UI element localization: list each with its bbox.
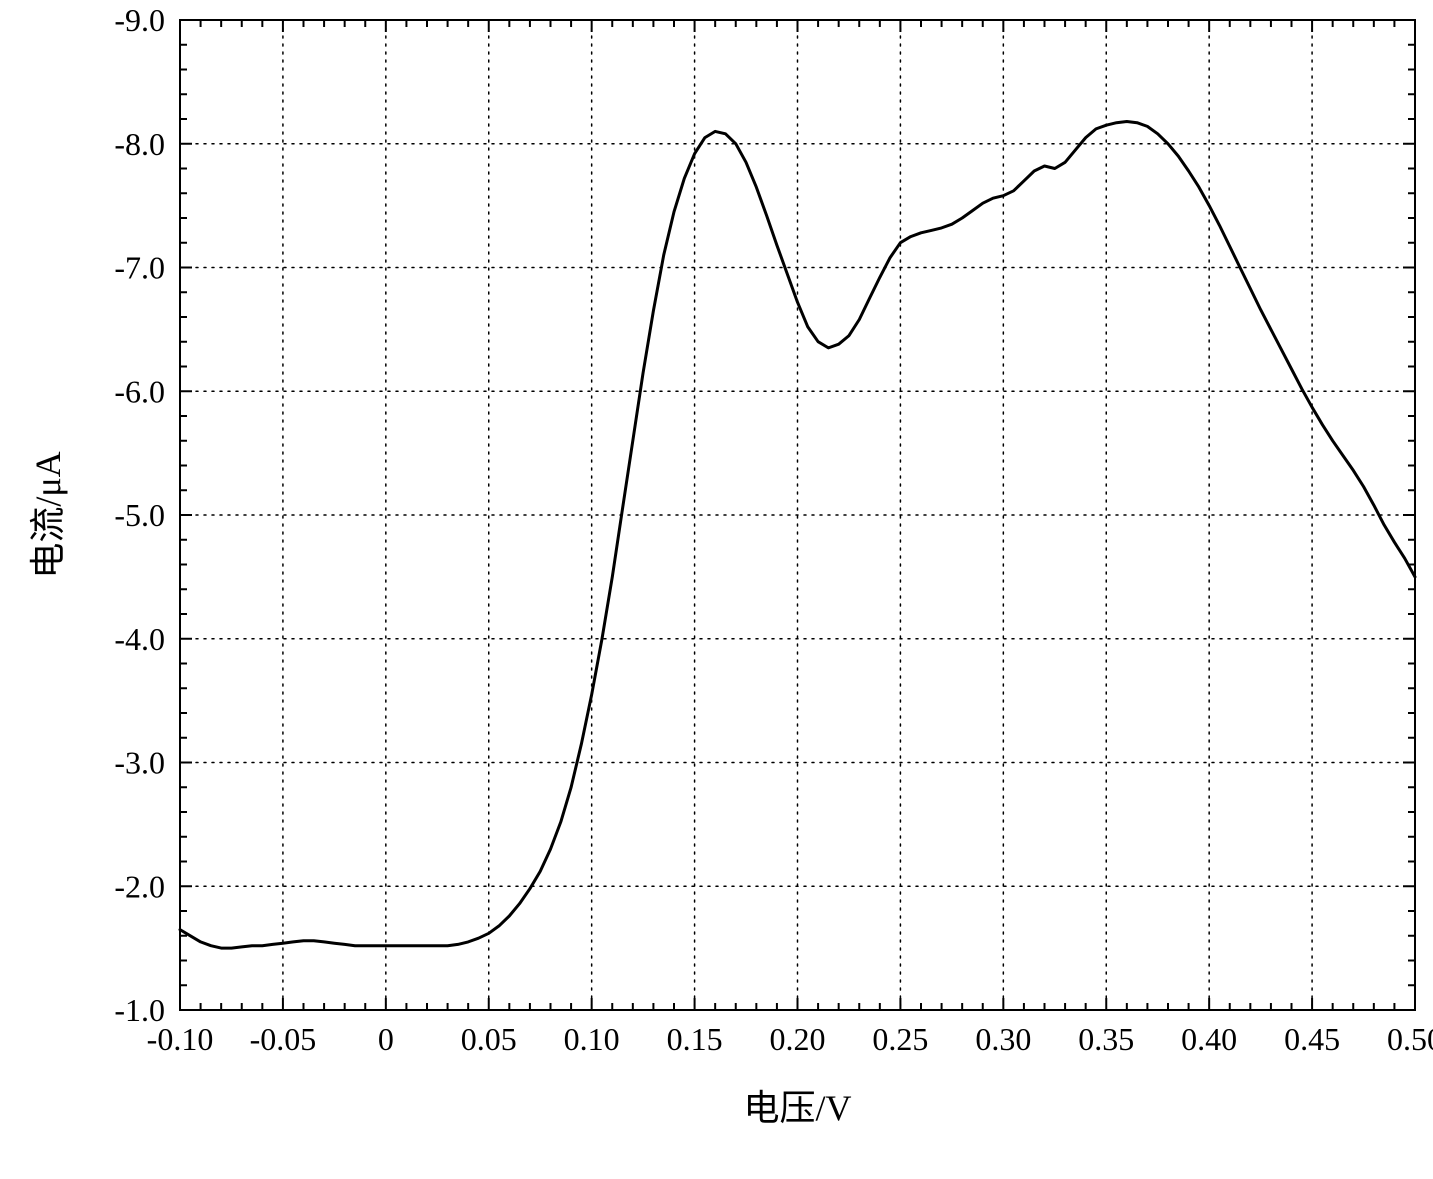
y-tick-label: -2.0 (114, 868, 165, 904)
chart-svg: -0.10-0.0500.050.100.150.200.250.300.350… (0, 0, 1433, 1179)
x-tick-label: 0.20 (770, 1021, 826, 1057)
y-tick-label: -8.0 (114, 126, 165, 162)
x-tick-label: 0.25 (872, 1021, 928, 1057)
x-tick-label: 0.45 (1284, 1021, 1340, 1057)
x-axis-title: 电压/V (743, 1088, 851, 1128)
x-tick-label: 0.35 (1078, 1021, 1134, 1057)
voltammogram-chart: -0.10-0.0500.050.100.150.200.250.300.350… (0, 0, 1433, 1179)
x-tick-label: -0.05 (250, 1021, 317, 1057)
y-tick-label: -5.0 (114, 497, 165, 533)
gridlines (180, 20, 1415, 1010)
y-tick-label: -9.0 (114, 2, 165, 38)
y-tick-label: -4.0 (114, 621, 165, 657)
y-tick-label: -7.0 (114, 250, 165, 286)
x-tick-label: 0.05 (461, 1021, 517, 1057)
tick-labels: -0.10-0.0500.050.100.150.200.250.300.350… (114, 2, 1433, 1057)
x-tick-label: 0.10 (564, 1021, 620, 1057)
y-axis-title: 电流/μA (28, 451, 68, 578)
y-tick-label: -3.0 (114, 745, 165, 781)
x-tick-label: 0.50 (1387, 1021, 1433, 1057)
x-tick-label: 0.40 (1181, 1021, 1237, 1057)
x-tick-label: 0.15 (667, 1021, 723, 1057)
x-tick-label: 0 (378, 1021, 394, 1057)
y-tick-label: -1.0 (114, 992, 165, 1028)
y-tick-label: -6.0 (114, 373, 165, 409)
x-tick-label: 0.30 (975, 1021, 1031, 1057)
